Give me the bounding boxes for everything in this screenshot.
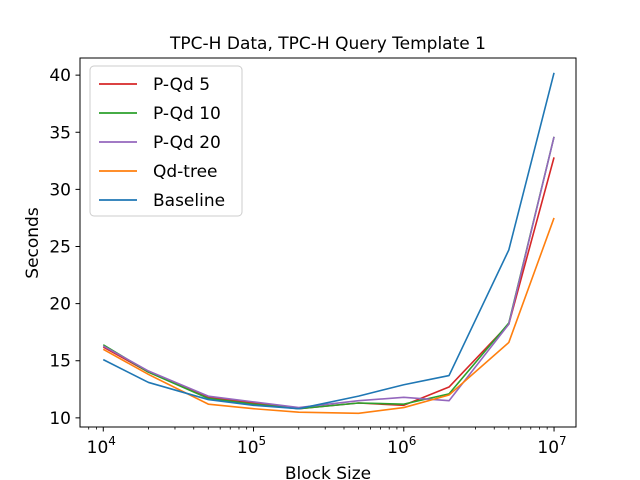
y-tick-label: 20: [49, 295, 71, 315]
x-tick-label: 107: [537, 434, 566, 458]
legend-label-3: P-Qd 20: [153, 133, 221, 153]
legend-label-1: P-Qd 5: [153, 75, 210, 95]
y-axis-ticks: 10 15 20 25 30 35 40: [49, 66, 80, 429]
x-tick-label: 104: [87, 434, 116, 458]
y-tick-label: 25: [49, 237, 71, 257]
legend-box: [89, 65, 243, 217]
plot-area: [102, 72, 555, 415]
series-line-2: [102, 136, 555, 410]
y-tick-label: 10: [49, 409, 71, 429]
series-line-5: [102, 72, 555, 410]
axes-frame: [79, 57, 577, 428]
legend-label-2: P-Qd 10: [153, 104, 221, 124]
chart-title: TPC-H Data, TPC-H Query Template 1: [169, 34, 486, 54]
legend-label-5: Baseline: [153, 191, 225, 211]
x-axis-ticks: 104 105 106 107: [87, 427, 567, 458]
series-line-4: [102, 217, 555, 415]
x-tick-label: 105: [237, 434, 266, 458]
y-tick-label: 30: [49, 180, 71, 200]
y-tick-label: 40: [49, 66, 71, 86]
x-tick-label: 106: [387, 434, 416, 458]
legend-label-4: Qd-tree: [153, 162, 218, 182]
y-tick-label: 35: [49, 123, 71, 143]
legend: P-Qd 5 P-Qd 10 P-Qd 20 Qd-tree Baseline: [89, 65, 243, 217]
y-axis-label: Seconds: [23, 207, 43, 279]
x-axis-label: Block Size: [285, 464, 371, 480]
series-line-3: [102, 136, 555, 409]
y-tick-label: 15: [49, 352, 71, 372]
